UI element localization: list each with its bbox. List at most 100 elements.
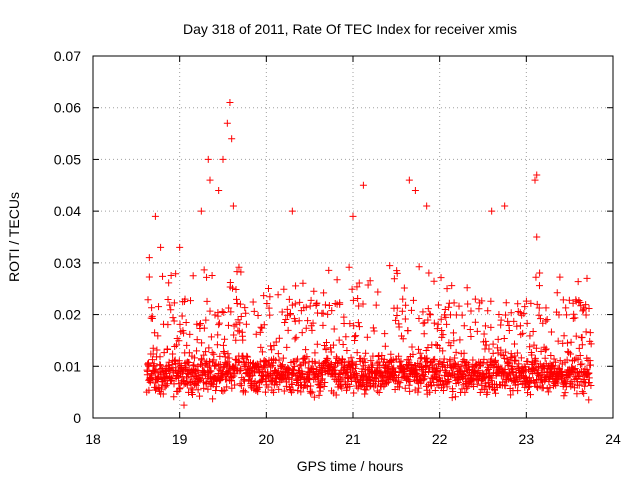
data-point bbox=[562, 383, 570, 391]
data-point bbox=[232, 286, 240, 294]
data-point bbox=[251, 378, 259, 386]
data-point bbox=[515, 360, 523, 368]
data-point bbox=[275, 385, 283, 393]
data-point bbox=[409, 296, 417, 304]
data-point bbox=[175, 357, 183, 365]
data-point bbox=[571, 314, 579, 322]
data-point bbox=[150, 360, 158, 368]
data-point bbox=[426, 388, 434, 396]
data-point bbox=[458, 385, 466, 393]
data-point bbox=[346, 320, 354, 328]
data-point bbox=[187, 384, 195, 392]
data-point bbox=[196, 376, 204, 384]
data-point bbox=[396, 379, 404, 387]
data-point bbox=[296, 374, 304, 382]
data-point bbox=[567, 350, 575, 358]
data-point bbox=[241, 388, 249, 396]
data-point bbox=[401, 384, 409, 392]
data-point bbox=[200, 324, 208, 332]
data-point bbox=[260, 292, 268, 300]
data-point bbox=[401, 315, 409, 323]
data-point bbox=[433, 325, 441, 333]
data-point bbox=[215, 319, 223, 327]
data-point bbox=[395, 323, 403, 331]
data-point bbox=[363, 333, 371, 341]
data-point bbox=[163, 346, 171, 354]
data-point bbox=[235, 263, 243, 271]
data-point bbox=[481, 322, 489, 330]
data-point bbox=[393, 269, 401, 277]
data-point bbox=[285, 295, 293, 303]
data-point bbox=[423, 202, 431, 210]
data-point bbox=[559, 296, 567, 304]
data-point bbox=[465, 360, 473, 368]
data-point bbox=[384, 363, 392, 371]
data-point bbox=[466, 326, 474, 333]
data-point bbox=[306, 302, 314, 310]
data-point bbox=[208, 349, 216, 357]
data-point bbox=[563, 311, 571, 319]
data-point bbox=[224, 358, 232, 366]
data-point bbox=[473, 327, 481, 335]
data-point bbox=[504, 317, 512, 325]
data-point bbox=[458, 311, 466, 319]
data-point bbox=[445, 303, 453, 311]
data-point bbox=[181, 295, 189, 303]
data-point bbox=[174, 374, 182, 382]
data-point bbox=[366, 277, 374, 285]
x-tick-labels: 18 19 20 21 22 23 24 bbox=[85, 431, 621, 447]
data-point bbox=[457, 363, 465, 371]
data-point bbox=[304, 317, 312, 325]
data-point bbox=[302, 303, 310, 311]
data-point bbox=[324, 310, 332, 318]
data-point bbox=[226, 278, 234, 286]
data-point bbox=[520, 310, 528, 318]
data-point bbox=[546, 384, 554, 392]
data-point bbox=[264, 368, 272, 376]
data-point bbox=[336, 300, 344, 308]
data-point bbox=[576, 372, 584, 380]
data-point bbox=[284, 326, 292, 334]
data-point bbox=[437, 274, 445, 282]
data-point bbox=[322, 338, 330, 346]
data-point bbox=[203, 273, 211, 281]
data-point bbox=[455, 379, 463, 387]
data-point bbox=[350, 389, 358, 397]
data-point bbox=[312, 300, 320, 308]
x-tick-label: 20 bbox=[259, 431, 275, 447]
data-point bbox=[414, 345, 422, 353]
data-point bbox=[320, 382, 328, 390]
data-point bbox=[549, 362, 557, 370]
data-point bbox=[319, 364, 327, 372]
data-point bbox=[237, 365, 245, 373]
data-point bbox=[180, 329, 188, 337]
data-point bbox=[501, 202, 509, 210]
data-point bbox=[208, 379, 216, 387]
data-point bbox=[236, 300, 244, 308]
data-point bbox=[505, 375, 513, 383]
data-point bbox=[264, 383, 272, 391]
data-point bbox=[309, 319, 317, 327]
data-point bbox=[235, 327, 243, 335]
data-point bbox=[419, 319, 427, 327]
data-point bbox=[224, 350, 232, 358]
data-point bbox=[579, 307, 587, 315]
data-point bbox=[267, 342, 275, 350]
data-point bbox=[297, 388, 305, 396]
data-point bbox=[512, 356, 520, 364]
data-point bbox=[187, 297, 195, 305]
data-point bbox=[204, 155, 212, 163]
data-point bbox=[500, 335, 508, 343]
data-point bbox=[252, 330, 260, 338]
data-point bbox=[320, 289, 328, 297]
data-point bbox=[576, 351, 584, 359]
data-point bbox=[405, 381, 413, 389]
data-point bbox=[296, 298, 304, 306]
data-point bbox=[474, 366, 482, 374]
data-point bbox=[348, 365, 356, 373]
data-point bbox=[333, 276, 341, 284]
data-point bbox=[516, 322, 524, 330]
data-point bbox=[332, 391, 340, 399]
data-point bbox=[301, 359, 309, 367]
data-point bbox=[374, 288, 382, 296]
